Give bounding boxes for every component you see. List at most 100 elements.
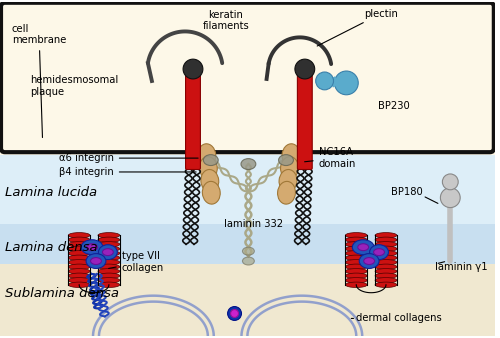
Ellipse shape (346, 260, 367, 265)
Ellipse shape (98, 264, 120, 269)
Ellipse shape (375, 246, 397, 251)
Text: cell
membrane: cell membrane (12, 24, 66, 138)
Text: type VII
collagen: type VII collagen (108, 251, 164, 273)
Ellipse shape (98, 269, 120, 274)
Ellipse shape (98, 246, 120, 251)
Ellipse shape (375, 277, 397, 283)
Ellipse shape (68, 260, 90, 265)
Ellipse shape (68, 255, 90, 261)
Ellipse shape (98, 273, 120, 279)
Ellipse shape (346, 255, 367, 261)
Ellipse shape (346, 269, 367, 274)
Ellipse shape (346, 233, 367, 238)
Circle shape (295, 59, 314, 79)
Ellipse shape (346, 246, 367, 251)
Text: Lamina lucida: Lamina lucida (5, 186, 97, 199)
Ellipse shape (280, 156, 298, 179)
Ellipse shape (241, 159, 256, 169)
Ellipse shape (98, 255, 120, 261)
Ellipse shape (202, 182, 220, 204)
Text: keratin
filaments: keratin filaments (202, 10, 249, 31)
Ellipse shape (375, 269, 397, 274)
Ellipse shape (242, 247, 254, 255)
Text: Lamina densa: Lamina densa (5, 241, 98, 254)
Ellipse shape (198, 144, 216, 167)
Ellipse shape (200, 156, 217, 179)
Ellipse shape (98, 250, 120, 256)
Ellipse shape (346, 277, 367, 283)
Ellipse shape (352, 240, 374, 255)
Text: laminin 332: laminin 332 (224, 219, 283, 230)
Text: α6 integrin: α6 integrin (59, 153, 198, 163)
Ellipse shape (68, 242, 90, 247)
Ellipse shape (346, 242, 367, 247)
Ellipse shape (68, 246, 90, 251)
Text: BP230: BP230 (378, 101, 410, 111)
Ellipse shape (375, 255, 397, 261)
Ellipse shape (98, 282, 120, 288)
Ellipse shape (86, 244, 98, 251)
Ellipse shape (375, 264, 397, 269)
Ellipse shape (98, 233, 120, 238)
Text: plectin: plectin (317, 9, 398, 46)
Bar (0, 2, 495, 155)
Ellipse shape (68, 250, 90, 256)
FancyBboxPatch shape (298, 70, 312, 169)
Text: BP180: BP180 (391, 187, 422, 197)
FancyBboxPatch shape (186, 70, 200, 169)
Ellipse shape (98, 242, 120, 247)
Ellipse shape (346, 237, 367, 243)
Text: Sublamina densa: Sublamina densa (5, 287, 119, 300)
Ellipse shape (68, 237, 90, 243)
Ellipse shape (201, 170, 218, 192)
Ellipse shape (278, 182, 295, 204)
Ellipse shape (68, 277, 90, 283)
Ellipse shape (375, 237, 397, 243)
Ellipse shape (68, 282, 90, 288)
Circle shape (230, 310, 238, 317)
Circle shape (316, 72, 334, 90)
Circle shape (442, 174, 458, 190)
Ellipse shape (346, 250, 367, 256)
Circle shape (440, 188, 460, 208)
Ellipse shape (346, 273, 367, 279)
Ellipse shape (375, 273, 397, 279)
Ellipse shape (242, 257, 254, 265)
Ellipse shape (375, 282, 397, 288)
Ellipse shape (98, 260, 120, 265)
Ellipse shape (68, 273, 90, 279)
Text: laminin γ1: laminin γ1 (436, 262, 488, 272)
Circle shape (183, 59, 203, 79)
Circle shape (228, 307, 241, 320)
Ellipse shape (278, 155, 293, 166)
Ellipse shape (86, 254, 106, 268)
Ellipse shape (370, 245, 388, 260)
Ellipse shape (374, 249, 384, 256)
Ellipse shape (282, 144, 300, 167)
Ellipse shape (358, 244, 368, 251)
Ellipse shape (102, 249, 114, 256)
Ellipse shape (346, 264, 367, 269)
Ellipse shape (279, 170, 297, 192)
Ellipse shape (90, 258, 102, 265)
Ellipse shape (68, 233, 90, 238)
Bar (0, 224, 495, 264)
Ellipse shape (98, 245, 117, 260)
Ellipse shape (375, 260, 397, 265)
Text: NC16A
domain: NC16A domain (304, 147, 356, 169)
Ellipse shape (98, 237, 120, 243)
Ellipse shape (375, 233, 397, 238)
Circle shape (334, 71, 358, 95)
FancyBboxPatch shape (1, 3, 494, 152)
Ellipse shape (204, 155, 218, 166)
Ellipse shape (375, 250, 397, 256)
Ellipse shape (81, 240, 103, 255)
Ellipse shape (346, 282, 367, 288)
Ellipse shape (68, 269, 90, 274)
Ellipse shape (68, 264, 90, 269)
Ellipse shape (359, 254, 379, 268)
Text: dermal collagens: dermal collagens (352, 313, 442, 323)
Ellipse shape (375, 242, 397, 247)
Ellipse shape (98, 277, 120, 283)
Text: β4 integrin: β4 integrin (59, 167, 196, 177)
